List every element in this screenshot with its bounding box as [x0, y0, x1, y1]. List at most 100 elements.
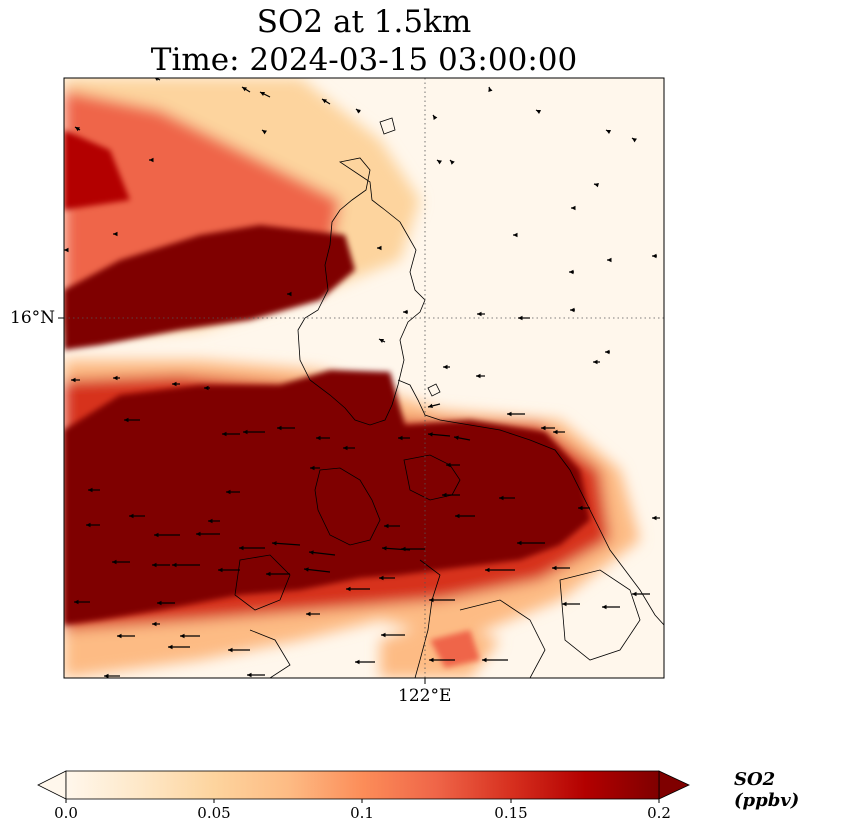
- colorbar-tick-label-1: 0.05: [197, 804, 231, 822]
- wind-arrow-head: [356, 109, 361, 114]
- colorbar-extend-min: [37, 770, 67, 800]
- wind-arrow-head: [428, 403, 433, 409]
- wind-arrow-head: [260, 92, 266, 96]
- wind-arrow-head: [429, 657, 434, 663]
- wind-arrow-head: [157, 600, 162, 606]
- wind-arrow-head: [443, 364, 448, 370]
- wind-arrow-head: [536, 110, 542, 114]
- wind-arrow-head: [222, 431, 227, 437]
- wind-arrow-head: [632, 138, 637, 143]
- wind-arrow-head: [605, 349, 610, 355]
- wind-arrow-head: [507, 411, 512, 417]
- island-south-2: [559, 569, 641, 661]
- wind-arrow-head: [571, 205, 576, 211]
- wind-arrow-head: [517, 540, 522, 546]
- luzon-coast: [297, 157, 426, 426]
- wind-arrow-head: [180, 633, 185, 639]
- wind-arrow-head: [541, 425, 546, 431]
- wind-arrow-head: [433, 115, 438, 120]
- wind-arrow-head: [71, 377, 76, 383]
- colorbar-tick-label-3: 0.15: [494, 804, 528, 822]
- colorbar-label: SO2 (ppbv): [734, 769, 800, 811]
- wind-arrow-head: [398, 435, 403, 441]
- wind-arrow-head: [429, 597, 434, 603]
- wind-arrow-head: [594, 182, 599, 188]
- wind-arrow-head: [454, 435, 459, 440]
- wind-arrow-head: [403, 309, 408, 315]
- wind-arrow-head: [606, 130, 612, 134]
- wind-arrow-head: [476, 373, 481, 379]
- wind-arrow-head: [569, 269, 574, 275]
- wind-arrow-head: [379, 339, 385, 343]
- bay-outline: [403, 454, 461, 501]
- colorbar: [37, 770, 690, 803]
- plume-core-northwest: [64, 130, 130, 210]
- wind-arrow-head: [112, 559, 117, 565]
- plume-core-south: [64, 370, 590, 625]
- wind-arrow-head: [346, 586, 351, 592]
- wind-arrow-head: [455, 513, 460, 519]
- wind-arrow-head: [485, 567, 490, 573]
- wind-arrow-head: [499, 495, 504, 501]
- wind-arrow-head: [442, 492, 447, 498]
- lat-tick-label: 16°N: [10, 308, 56, 328]
- wind-arrow-head: [149, 157, 154, 163]
- wind-arrow-head: [513, 232, 518, 238]
- wind-arrow-head: [384, 523, 389, 529]
- wind-arrow-head: [287, 291, 292, 297]
- wind-arrow-shaft: [271, 542, 301, 546]
- wind-arrow-head: [309, 550, 314, 555]
- island-west: [234, 554, 291, 611]
- plume-core-north: [64, 225, 355, 350]
- wind-arrow-head: [243, 429, 248, 435]
- coastlines: [234, 117, 664, 678]
- plume-hotspot-south: [430, 630, 480, 668]
- wind-arrow-head: [117, 633, 122, 639]
- wind-arrow-head: [196, 531, 201, 537]
- wind-arrow-head: [152, 562, 157, 568]
- wind-arrow-head: [124, 417, 129, 423]
- colorbar-tick-label-4: 0.2: [647, 804, 671, 822]
- wind-arrow-head: [437, 160, 442, 165]
- wind-arrow-head: [316, 435, 321, 441]
- wind-arrow-head: [632, 591, 637, 597]
- map-title-line1: SO2 at 1.5km: [256, 4, 472, 40]
- wind-arrow-head: [593, 359, 598, 365]
- mindoro-coast: [414, 559, 441, 678]
- wind-arrow-head: [74, 599, 79, 605]
- wind-arrow-head: [113, 375, 118, 381]
- wind-arrow-head: [450, 160, 455, 165]
- colorbar-extend-max: [658, 770, 690, 800]
- lon-tick-label: 122°E: [398, 686, 452, 706]
- island-southwest: [249, 629, 291, 678]
- wind-arrow-head: [552, 565, 557, 571]
- wind-arrow-head: [446, 462, 451, 468]
- wind-arrow-head: [208, 518, 213, 524]
- wind-arrow-head: [239, 545, 244, 551]
- wind-arrow-head: [488, 87, 493, 92]
- wind-arrow-head: [247, 672, 252, 678]
- inland-lake: [314, 467, 381, 546]
- wind-arrow-head: [607, 257, 612, 263]
- colorbar-gradient: [65, 770, 660, 800]
- wind-arrow-head: [204, 385, 209, 391]
- map-title-line2: Time: 2024-03-15 03:00:00: [150, 42, 578, 78]
- wind-arrow-head: [129, 513, 134, 519]
- wind-arrow-head: [310, 465, 315, 471]
- wind-arrow-head: [578, 505, 583, 511]
- wind-arrow-head: [64, 247, 69, 253]
- wind-arrow-head: [226, 489, 231, 495]
- wind-arrow-head: [304, 567, 309, 572]
- wind-arrow-head: [401, 546, 406, 552]
- wind-arrow-head: [562, 601, 567, 607]
- so2-field: [64, 78, 664, 678]
- wind-arrow-head: [242, 87, 247, 92]
- wind-arrow-head: [272, 541, 277, 546]
- wind-arrow-head: [379, 575, 384, 581]
- wind-arrow-head: [322, 99, 327, 104]
- small-island-north: [379, 117, 396, 135]
- wind-arrow-head: [477, 311, 482, 317]
- gridlines: [64, 78, 664, 678]
- island-south-1: [459, 599, 546, 678]
